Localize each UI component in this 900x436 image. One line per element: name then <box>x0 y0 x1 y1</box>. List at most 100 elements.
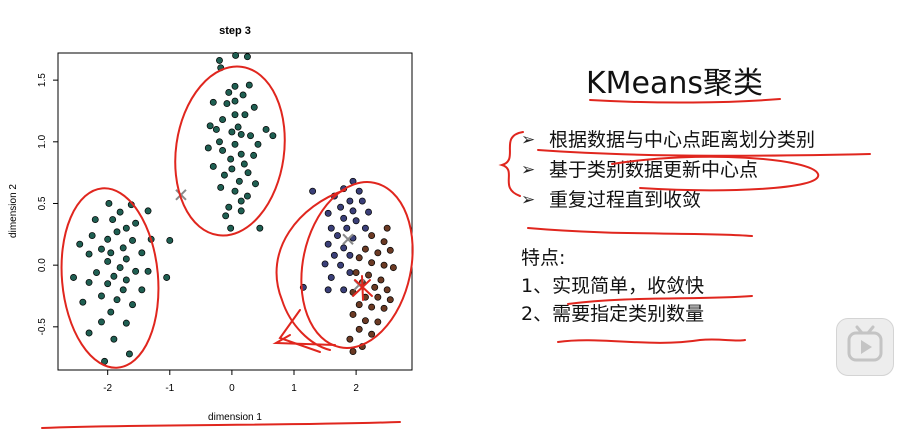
data-point <box>352 217 360 225</box>
data-point <box>217 183 225 191</box>
data-point <box>327 224 335 232</box>
bullet-item: ➢ 重复过程直到收敛 <box>521 185 815 215</box>
data-point <box>231 97 239 105</box>
data-point <box>110 272 118 280</box>
data-point <box>247 132 254 140</box>
data-point <box>309 187 317 195</box>
data-point <box>93 269 100 277</box>
data-point <box>349 311 357 318</box>
data-point <box>365 208 372 216</box>
y-axis-label: dimension 2 <box>8 184 19 238</box>
data-point <box>243 192 251 200</box>
data-point <box>107 308 115 316</box>
data-point <box>368 259 376 267</box>
data-point <box>227 155 235 163</box>
data-point <box>91 216 99 223</box>
x-tick-label: 2 <box>353 383 359 394</box>
data-point <box>237 130 245 138</box>
data-point <box>85 329 93 337</box>
data-point <box>122 224 130 232</box>
data-point <box>256 224 264 232</box>
annotation-underline <box>557 338 746 344</box>
data-point <box>119 244 127 252</box>
data-point <box>232 52 240 59</box>
data-point <box>219 116 227 124</box>
data-point <box>116 208 124 216</box>
data-point <box>113 296 121 304</box>
data-point <box>122 319 130 327</box>
annotation-brace <box>498 131 524 197</box>
data-point <box>76 240 84 248</box>
data-point <box>209 98 217 106</box>
data-point <box>147 235 155 243</box>
data-point <box>371 283 379 291</box>
data-point <box>223 100 231 108</box>
data-point <box>358 197 366 205</box>
data-point <box>88 232 96 240</box>
bullet-item: ➢ 根据数据与中心点距离划分类别 <box>521 125 815 155</box>
data-point <box>346 335 354 343</box>
data-point <box>254 140 262 148</box>
data-point <box>206 122 214 130</box>
data-point <box>380 261 388 269</box>
data-point <box>262 126 270 133</box>
data-point <box>346 251 354 259</box>
y-tick-label: 0.0 <box>37 258 48 272</box>
data-point <box>240 160 248 168</box>
data-point <box>327 274 335 281</box>
data-point <box>343 224 351 232</box>
slide-title: KMeans聚类 <box>586 66 764 101</box>
data-point <box>241 111 249 119</box>
data-point <box>98 292 105 300</box>
arrow-bullet-icon: ➢ <box>521 160 536 180</box>
kmeans-scatter-chart: step 3 -2 -1 0 1 2 -0.5 0.0 0.5 1.0 1.5 dimension… <box>8 25 413 423</box>
data-point <box>104 235 112 243</box>
data-point <box>129 301 136 309</box>
data-point <box>383 286 391 294</box>
data-point <box>132 267 140 275</box>
data-point <box>245 81 253 89</box>
data-point <box>337 261 345 269</box>
y-tick-label: -0.5 <box>37 318 48 336</box>
data-point <box>138 286 146 294</box>
data-point <box>380 238 388 246</box>
features-block: 特点: 1、实现简单，收敛快 2、需要指定类别数量 <box>521 244 704 328</box>
data-point <box>374 293 382 301</box>
features-heading: 特点: <box>521 247 566 269</box>
x-axis-label: dimension 1 <box>208 412 262 423</box>
data-point <box>231 187 239 195</box>
data-point <box>163 274 171 281</box>
data-point <box>237 207 245 215</box>
data-point <box>321 260 329 268</box>
data-point <box>349 348 357 355</box>
data-point <box>340 214 348 222</box>
data-point <box>244 169 252 177</box>
data-point <box>383 224 391 232</box>
feature-item: 1、实现简单，收敛快 <box>521 275 705 297</box>
x-tick-label: 0 <box>229 383 235 394</box>
data-point <box>98 245 105 253</box>
data-point <box>250 103 258 111</box>
data-point <box>231 140 239 148</box>
data-point <box>368 232 376 240</box>
data-point <box>132 219 140 227</box>
data-point <box>109 216 117 223</box>
data-point <box>346 197 354 205</box>
data-point <box>330 192 338 200</box>
data-point <box>377 276 385 284</box>
data-point <box>355 187 363 195</box>
data-point <box>225 203 233 211</box>
data-point <box>212 126 220 133</box>
data-point <box>122 255 130 263</box>
y-tick-label: 1.0 <box>37 134 48 148</box>
play-button[interactable] <box>836 318 894 376</box>
data-point <box>352 269 360 277</box>
bullet-text: 重复过程直到收敛 <box>549 189 702 211</box>
y-tick-label: 0.5 <box>37 196 48 210</box>
data-point <box>340 286 348 294</box>
centroid-marks <box>175 189 365 291</box>
data-point <box>239 91 247 99</box>
data-point <box>85 278 93 286</box>
data-point <box>361 317 369 325</box>
data-point <box>324 286 332 294</box>
